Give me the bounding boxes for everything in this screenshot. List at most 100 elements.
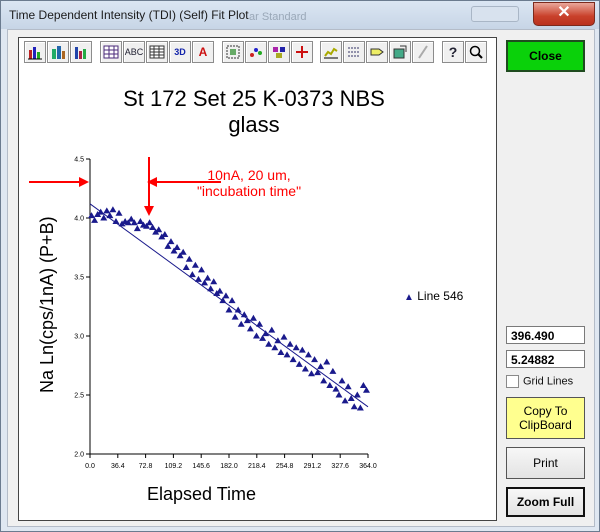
abc-label-icon[interactable]: ABC xyxy=(123,41,145,63)
list-icon[interactable] xyxy=(343,41,365,63)
data-point xyxy=(170,247,178,254)
data-point xyxy=(222,292,230,299)
data-point xyxy=(231,313,239,320)
bar-chart-icon[interactable] xyxy=(24,41,46,63)
data-point xyxy=(194,275,202,282)
point-style-icon[interactable] xyxy=(245,41,267,63)
data-point xyxy=(149,223,157,230)
data-point xyxy=(362,386,370,393)
data-point xyxy=(295,360,303,367)
pattern-icon[interactable] xyxy=(222,41,244,63)
print-button[interactable]: Print xyxy=(506,447,585,479)
data-point xyxy=(286,340,294,347)
data-point xyxy=(332,385,340,392)
readout-value-1: 396.490 xyxy=(506,326,585,344)
zoom-full-button[interactable]: Zoom Full xyxy=(506,487,585,517)
data-point xyxy=(347,395,355,402)
data-point xyxy=(176,252,184,259)
legend-icon[interactable] xyxy=(268,41,290,63)
x-tick-label: 36.4 xyxy=(111,463,125,470)
data-point xyxy=(265,340,273,347)
data-point xyxy=(274,337,282,344)
data-point xyxy=(182,264,190,271)
cursor-icon[interactable] xyxy=(291,41,313,63)
legend: ▲ Line 546 xyxy=(404,289,463,303)
data-point xyxy=(204,274,212,281)
data-point xyxy=(167,238,175,245)
data-grid-icon[interactable] xyxy=(100,41,122,63)
data-point xyxy=(133,225,141,232)
data-point xyxy=(341,397,349,404)
plot-title-line-1: St 172 Set 25 K-0373 NBS xyxy=(123,86,385,111)
data-point xyxy=(320,377,328,384)
window-close-button[interactable]: ✕ xyxy=(533,2,595,26)
data-point xyxy=(130,219,138,226)
3d-bar-icon[interactable] xyxy=(47,41,69,63)
copy-button-line-1: Copy To xyxy=(523,404,568,418)
data-point xyxy=(155,226,163,233)
readout-value-2: 5.24882 xyxy=(506,350,585,368)
data-point xyxy=(329,367,337,374)
data-point xyxy=(259,334,267,341)
grid-lines-checkbox[interactable] xyxy=(506,375,519,388)
data-point xyxy=(228,297,236,304)
tag-icon[interactable] xyxy=(366,41,388,63)
plot-panel: ABC 3D A xyxy=(18,37,497,521)
close-button[interactable]: Close xyxy=(506,40,585,72)
data-point xyxy=(335,391,343,398)
data-point xyxy=(301,365,309,372)
data-point xyxy=(280,333,288,340)
pencil-icon[interactable] xyxy=(412,41,434,63)
window-title: Time Dependent Intensity (TDI) (Self) Fi… xyxy=(9,8,249,22)
annotation-text-line: "incubation time" xyxy=(197,183,301,199)
copy-button-line-2: ClipBoard xyxy=(519,418,572,432)
x-tick-label: 182.0 xyxy=(220,463,238,470)
annotation-text-line: 10nA, 20 um, xyxy=(207,167,290,183)
data-point xyxy=(277,349,285,356)
data-point xyxy=(304,351,312,358)
legend-entry-label: Line 546 xyxy=(417,289,464,303)
y-tick-label: 4.5 xyxy=(74,157,84,164)
x-tick-label: 72.8 xyxy=(139,463,153,470)
data-point xyxy=(317,363,325,370)
axis-icon[interactable] xyxy=(320,41,342,63)
table-icon[interactable] xyxy=(146,41,168,63)
data-point xyxy=(234,306,242,313)
x-axis-label: Elapsed Time xyxy=(147,484,257,504)
help-icon[interactable]: ? xyxy=(442,41,464,63)
data-point xyxy=(164,242,172,249)
export-icon[interactable] xyxy=(389,41,411,63)
data-point xyxy=(188,271,196,278)
x-tick-label: 291.2 xyxy=(304,463,322,470)
plot-title: St 172 Set 25 K-0373 NBS glass xyxy=(79,86,429,138)
font-icon[interactable]: A xyxy=(192,41,214,63)
3d-icon[interactable]: 3D xyxy=(169,41,191,63)
data-point xyxy=(323,358,331,365)
annotation-arrow-mid-head xyxy=(147,177,157,187)
grid-lines-toggle[interactable]: Grid Lines xyxy=(506,375,573,388)
data-point xyxy=(338,377,346,384)
data-point xyxy=(240,311,248,318)
data-point xyxy=(356,404,364,411)
x-tick-label: 218.4 xyxy=(248,463,266,470)
data-point xyxy=(344,383,352,390)
copy-to-clipboard-button[interactable]: Copy To ClipBoard xyxy=(506,397,585,439)
data-point xyxy=(298,346,306,353)
data-point xyxy=(311,356,319,363)
data-point xyxy=(91,216,99,223)
data-point xyxy=(262,330,270,337)
grid-lines-label: Grid Lines xyxy=(523,375,574,388)
grouped-bar-icon[interactable] xyxy=(70,41,92,63)
data-point xyxy=(97,208,105,215)
data-point xyxy=(246,325,254,332)
data-point xyxy=(210,278,218,285)
data-point xyxy=(88,212,96,219)
legend-marker-icon: ▲ xyxy=(404,292,414,303)
data-point xyxy=(256,320,264,327)
data-point xyxy=(359,382,367,389)
data-point xyxy=(173,244,181,250)
data-point xyxy=(237,320,245,327)
x-tick-label: 109.2 xyxy=(165,463,183,470)
zoom-icon[interactable] xyxy=(465,41,487,63)
